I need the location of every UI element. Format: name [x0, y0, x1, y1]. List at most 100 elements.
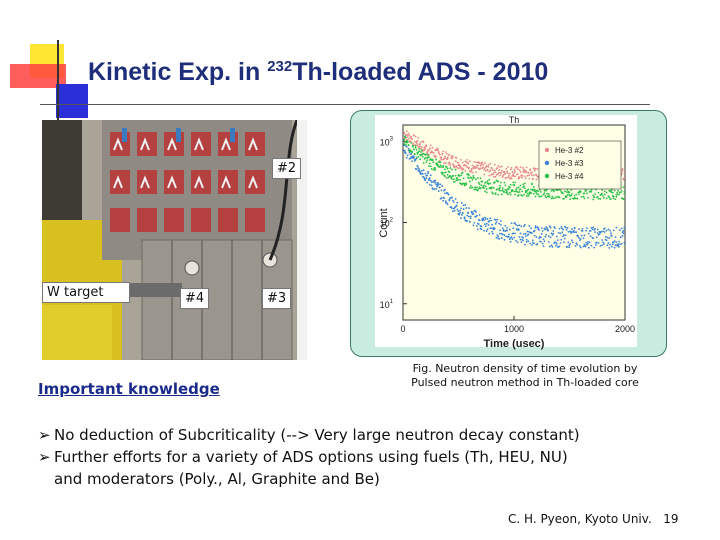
- data-point: [559, 232, 561, 234]
- data-point: [411, 160, 413, 162]
- data-point: [589, 241, 591, 243]
- data-point: [611, 235, 613, 237]
- data-point: [452, 175, 454, 177]
- data-point: [508, 175, 510, 177]
- data-point: [623, 193, 625, 195]
- data-point: [513, 237, 515, 239]
- data-point: [423, 162, 425, 164]
- data-point: [433, 188, 435, 190]
- data-point: [436, 162, 438, 164]
- data-point: [520, 233, 522, 235]
- data-point: [455, 160, 457, 162]
- data-point: [473, 177, 475, 179]
- data-point: [440, 164, 442, 166]
- data-point: [473, 222, 475, 224]
- data-point: [608, 196, 610, 198]
- data-point: [489, 183, 491, 185]
- data-point: [504, 191, 506, 193]
- data-point: [444, 168, 446, 170]
- data-point: [608, 247, 610, 249]
- legend-marker: [545, 148, 549, 152]
- data-point: [511, 167, 513, 169]
- data-point: [533, 186, 535, 188]
- data-point: [439, 154, 441, 156]
- data-point: [514, 170, 516, 172]
- data-point: [403, 138, 405, 140]
- data-point: [465, 182, 467, 184]
- data-point: [500, 224, 502, 226]
- data-point: [508, 234, 510, 236]
- data-point: [457, 210, 459, 212]
- data-point: [514, 182, 516, 184]
- data-point: [444, 176, 446, 178]
- data-point: [491, 231, 493, 233]
- data-point: [518, 228, 520, 230]
- figure-caption: Fig. Neutron density of time evolution b…: [375, 362, 675, 390]
- data-point: [517, 225, 519, 227]
- data-point: [515, 224, 517, 226]
- data-point: [427, 172, 429, 174]
- data-point: [419, 158, 421, 160]
- data-point: [494, 182, 496, 184]
- data-point: [572, 241, 574, 243]
- data-point: [616, 192, 618, 194]
- page-number: 19: [663, 512, 678, 526]
- data-point: [528, 240, 530, 242]
- data-point: [435, 188, 437, 190]
- data-point: [441, 159, 443, 161]
- data-point: [526, 167, 528, 169]
- data-point: [540, 191, 542, 193]
- data-point: [615, 196, 617, 198]
- data-point: [500, 190, 502, 192]
- data-point: [510, 194, 512, 196]
- data-point: [601, 244, 603, 246]
- data-point: [489, 217, 491, 219]
- data-point: [410, 136, 412, 138]
- data-point: [544, 236, 546, 238]
- data-point: [475, 161, 477, 163]
- data-point: [481, 181, 483, 183]
- data-point: [539, 196, 541, 198]
- data-point: [431, 168, 433, 170]
- data-point: [524, 224, 526, 226]
- data-point: [482, 164, 484, 166]
- data-point: [602, 195, 604, 197]
- legend-marker: [545, 161, 549, 165]
- data-point: [585, 230, 587, 232]
- data-point: [493, 176, 495, 178]
- data-point: [524, 175, 526, 177]
- data-point: [483, 230, 485, 232]
- data-point: [405, 137, 407, 139]
- footer-author: C. H. Pyeon, Kyoto Univ.: [508, 512, 652, 526]
- data-point: [588, 247, 590, 249]
- data-point: [479, 183, 481, 185]
- data-point: [578, 237, 580, 239]
- data-point: [411, 138, 413, 140]
- data-point: [425, 161, 427, 163]
- data-point: [513, 172, 515, 174]
- bullet-item: ➢ Further efforts for a variety of ADS o…: [38, 446, 698, 490]
- data-point: [548, 235, 550, 237]
- data-point: [606, 192, 608, 194]
- data-point: [426, 159, 428, 161]
- data-point: [506, 230, 508, 232]
- label-w-target: W target: [42, 282, 130, 303]
- data-point: [441, 173, 443, 175]
- data-point: [456, 177, 458, 179]
- data-point: [431, 181, 433, 183]
- data-point: [533, 175, 535, 177]
- data-point: [528, 234, 530, 236]
- data-point: [516, 229, 518, 231]
- data-point: [563, 234, 565, 236]
- data-point: [528, 174, 530, 176]
- data-point: [477, 228, 479, 230]
- data-point: [506, 227, 508, 229]
- data-point: [511, 178, 513, 180]
- data-point: [514, 175, 516, 177]
- data-point: [496, 237, 498, 239]
- data-point: [466, 220, 468, 222]
- data-point: [479, 219, 481, 221]
- data-point: [615, 194, 617, 196]
- data-point: [429, 163, 431, 165]
- data-point: [488, 224, 490, 226]
